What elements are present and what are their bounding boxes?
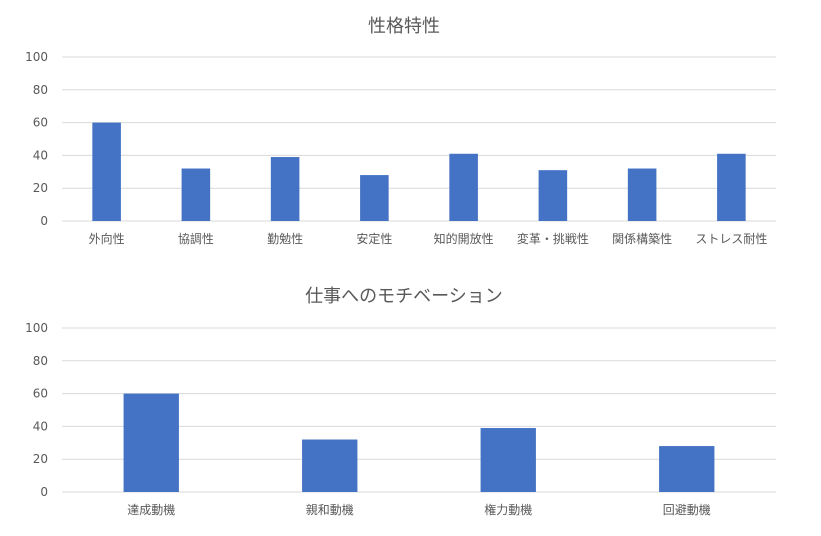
category-label: 安定性 <box>356 231 392 246</box>
y-tick-label: 80 <box>33 83 48 97</box>
y-tick-label: 20 <box>33 181 48 195</box>
bar-1 <box>92 122 121 221</box>
bar-7 <box>627 168 657 221</box>
bar-4 <box>659 446 715 492</box>
gridlines <box>62 56 776 222</box>
work-motivation-chart: 仕事へのモチベーション 0 20 40 60 80 100 達成動機 親和動機 権力動機 回避動… <box>25 286 776 517</box>
bar-3 <box>480 428 536 492</box>
category-label: 勤勉性 <box>267 232 303 246</box>
category-label: 協調性 <box>178 231 214 246</box>
y-tick-label: 40 <box>33 148 48 162</box>
bar-4 <box>360 175 389 221</box>
chart-title: 仕事へのモチベーション <box>305 286 503 307</box>
category-label: 外向性 <box>89 231 125 246</box>
bars <box>123 393 715 492</box>
category-label: 親和動機 <box>306 502 354 517</box>
bar-8 <box>717 153 746 221</box>
y-tick-label: 0 <box>40 214 48 228</box>
bar-2 <box>302 439 358 492</box>
y-tick-label: 0 <box>40 485 48 499</box>
y-axis-ticks: 0 20 40 60 80 100 <box>25 50 48 228</box>
personality-traits-chart: 性格特性 0 20 40 60 80 100 外向性 協調性 勤勉性 安定性 知的開放性 変革・挑戦… <box>25 16 776 246</box>
category-label: 関係構築性 <box>612 231 672 246</box>
category-label: 知的開放性 <box>434 231 494 246</box>
category-label: ストレス耐性 <box>695 232 767 246</box>
bar-3 <box>270 157 300 221</box>
y-tick-label: 20 <box>33 452 48 466</box>
bars <box>92 122 746 221</box>
bar-5 <box>449 153 478 221</box>
category-label: 達成動機 <box>127 502 175 517</box>
bar-2 <box>181 168 211 221</box>
category-label: 変革・挑戦性 <box>517 231 589 246</box>
y-tick-label: 40 <box>33 419 48 433</box>
x-axis-categories: 外向性 協調性 勤勉性 安定性 知的開放性 変革・挑戦性 関係構築性 ストレス耐性 <box>89 231 768 246</box>
category-label: 権力動機 <box>484 502 532 517</box>
bar-1 <box>123 393 179 492</box>
y-axis-ticks: 0 20 40 60 80 100 <box>25 321 48 499</box>
x-axis-categories: 達成動機 親和動機 権力動機 回避動機 <box>127 502 711 517</box>
y-tick-label: 60 <box>33 387 48 401</box>
category-label: 回避動機 <box>663 502 711 517</box>
y-tick-label: 100 <box>25 50 48 64</box>
y-tick-label: 60 <box>33 116 48 130</box>
y-tick-label: 80 <box>33 354 48 368</box>
gridlines <box>62 327 776 493</box>
chart-title: 性格特性 <box>368 16 440 37</box>
bar-6 <box>538 170 568 221</box>
y-tick-label: 100 <box>25 321 48 335</box>
